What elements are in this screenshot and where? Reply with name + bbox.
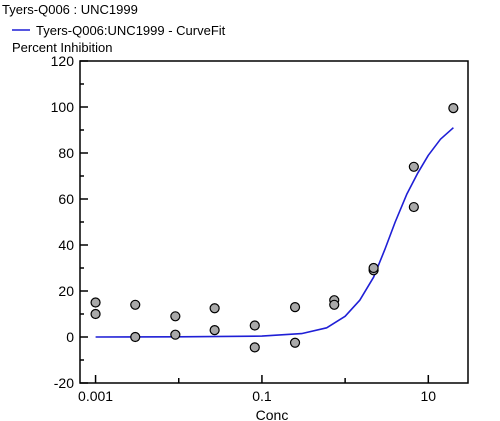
curve-fit-line — [95, 127, 454, 338]
data-point — [130, 299, 141, 310]
data-point — [90, 297, 101, 308]
data-point — [408, 201, 419, 213]
data-point — [289, 302, 301, 313]
data-point — [289, 337, 301, 348]
y-tick-label: 40 — [58, 237, 74, 253]
y-tick-label: -20 — [54, 375, 74, 391]
data-point — [209, 325, 220, 336]
y-tick-label: 60 — [58, 191, 74, 207]
y-tick-label: 100 — [51, 99, 75, 115]
y-axis-label: Percent Inhibition — [12, 40, 112, 55]
y-tick-label: 80 — [58, 145, 74, 161]
data-points-layer — [90, 103, 459, 353]
y-tick-label: 120 — [51, 53, 75, 69]
x-tick-label: 0.001 — [78, 388, 113, 404]
data-point — [249, 342, 260, 353]
data-point — [329, 299, 340, 310]
curve-fit-layer — [95, 127, 454, 338]
data-point — [170, 311, 181, 322]
legend-header: Tyers-Q006 : UNC1999 — [2, 2, 138, 17]
x-axis: 0.001 0.1 10 — [78, 375, 436, 404]
data-point — [209, 303, 220, 314]
x-tick-label: 0.1 — [252, 388, 272, 404]
y-tick-label: 20 — [58, 283, 74, 299]
x-axis-label: Conc — [256, 407, 289, 421]
x-tick-label: 10 — [421, 388, 437, 404]
data-point — [90, 308, 101, 320]
data-point — [408, 161, 419, 172]
legend-curve-label: Tyers-Q006:UNC1999 - CurveFit — [36, 23, 226, 38]
y-tick-label: 0 — [66, 329, 74, 345]
data-point — [249, 320, 260, 331]
data-point — [130, 331, 141, 343]
data-point — [448, 103, 459, 114]
data-point — [368, 262, 379, 274]
data-point — [170, 329, 181, 340]
y-axis: -20 0 20 40 60 80 100 120 — [51, 53, 88, 391]
